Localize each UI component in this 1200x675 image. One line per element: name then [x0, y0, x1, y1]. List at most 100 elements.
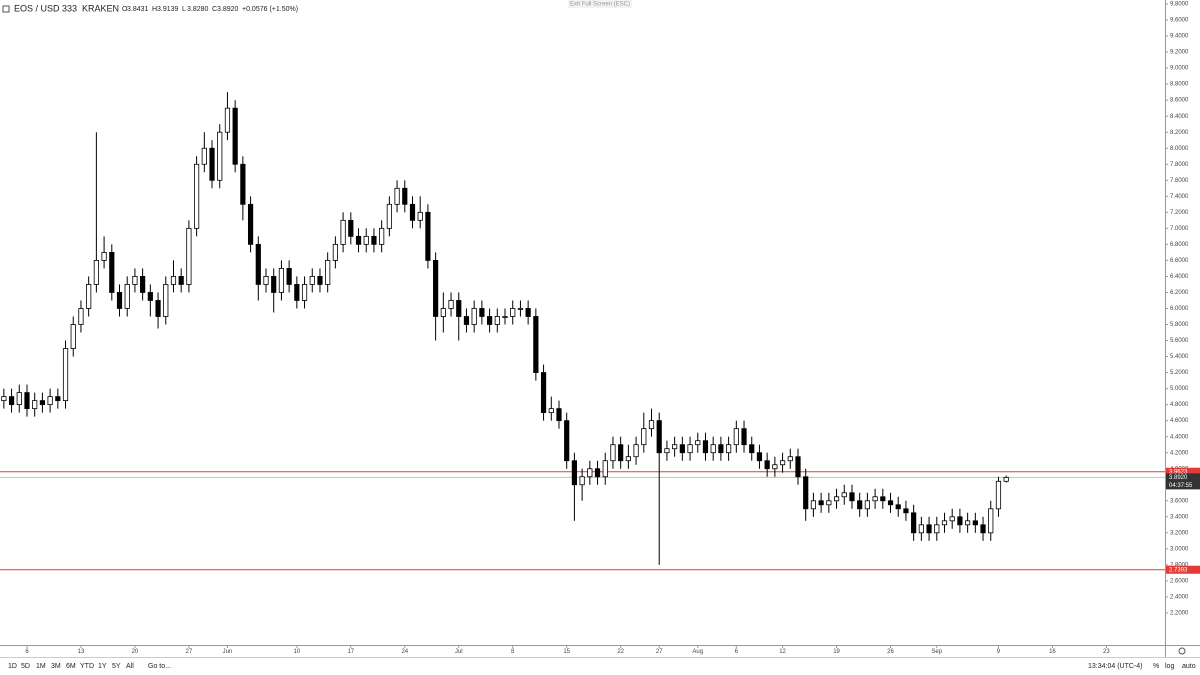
- range-button[interactable]: 1Y: [98, 663, 107, 670]
- candle-body: [433, 260, 439, 317]
- candle-body: [194, 163, 200, 229]
- candle-body: [178, 276, 184, 285]
- candle-body: [255, 243, 261, 285]
- candle-body: [109, 251, 115, 293]
- y-tick-label: 8.8000: [1170, 82, 1189, 88]
- candle-body: [556, 408, 562, 422]
- candle-body: [965, 520, 971, 526]
- log-toggle[interactable]: log: [1165, 663, 1174, 670]
- candle-body: [140, 276, 146, 293]
- y-tick-label: 4.2000: [1170, 450, 1189, 456]
- range-button[interactable]: YTD: [80, 663, 94, 670]
- x-tick-label: 15: [563, 649, 570, 655]
- candle-body: [278, 268, 285, 293]
- candle-body: [394, 187, 400, 205]
- candle-body: [972, 520, 978, 526]
- candle-body: [579, 476, 585, 486]
- candle-body: [664, 448, 670, 454]
- goto-button[interactable]: Go to...: [148, 663, 171, 670]
- candle-body: [980, 524, 986, 534]
- readout-value: 3.8280: [187, 6, 209, 13]
- candle-body: [1003, 476, 1009, 482]
- candle-body: [795, 456, 801, 478]
- candle-body: [86, 284, 92, 309]
- candle-body: [402, 187, 408, 205]
- percent-toggle[interactable]: %: [1153, 663, 1159, 670]
- range-button[interactable]: 1D: [8, 663, 17, 670]
- candle-body: [363, 235, 369, 245]
- y-tick-label: 2.4000: [1170, 595, 1189, 601]
- y-tick-label: 7.8000: [1170, 162, 1189, 168]
- candle-body: [201, 147, 207, 165]
- readout-value: 3.9139: [157, 6, 179, 13]
- x-tick-label: 27: [656, 649, 663, 655]
- candle-body: [463, 316, 470, 325]
- candle-body: [571, 460, 578, 486]
- y-tick-label: 7.4000: [1170, 194, 1189, 200]
- range-button[interactable]: 1M: [36, 663, 46, 670]
- interval[interactable]: 333: [62, 3, 77, 13]
- last-price-label: 3.8920: [1169, 475, 1188, 481]
- x-tick-label: 6: [735, 649, 739, 655]
- candle-body: [247, 203, 254, 245]
- symbol[interactable]: EOS / USD: [14, 3, 60, 13]
- candle-body: [240, 163, 246, 205]
- exchange[interactable]: KRAKEN: [82, 3, 119, 13]
- auto-toggle[interactable]: auto: [1182, 663, 1196, 670]
- candle-body: [787, 456, 793, 462]
- candle-body: [726, 444, 732, 454]
- candle-body: [16, 392, 22, 406]
- y-tick-label: 9.0000: [1170, 66, 1189, 72]
- y-tick-label: 3.0000: [1170, 546, 1189, 552]
- y-tick-label: 7.2000: [1170, 210, 1189, 216]
- readout-value: 3.8920: [217, 6, 239, 13]
- candle-body: [294, 284, 300, 301]
- x-tick-label: 27: [186, 649, 193, 655]
- candle-body: [124, 284, 130, 309]
- candle-body: [911, 512, 917, 534]
- x-tick-label: Sep: [931, 649, 942, 655]
- candle-body: [540, 372, 547, 414]
- candle-body: [479, 308, 485, 317]
- candle-body: [440, 308, 446, 317]
- range-button[interactable]: 5D: [21, 663, 30, 670]
- range-button[interactable]: All: [126, 663, 134, 670]
- y-tick-label: 2.6000: [1170, 578, 1189, 584]
- candle-body: [355, 235, 362, 245]
- y-tick-label: 5.4000: [1170, 354, 1189, 360]
- y-tick-label: 6.6000: [1170, 258, 1189, 264]
- y-tick-label: 9.6000: [1170, 18, 1189, 24]
- candle-body: [417, 211, 423, 221]
- candle-body: [1, 396, 7, 402]
- candle-body: [325, 260, 331, 285]
- y-tick-label: 9.4000: [1170, 34, 1189, 40]
- candle-body: [371, 235, 377, 245]
- candle-body: [833, 496, 840, 502]
- readout-key: H: [152, 6, 157, 13]
- range-button[interactable]: 5Y: [112, 663, 121, 670]
- candle-body: [818, 500, 824, 506]
- candle-body: [8, 396, 15, 406]
- candle-body: [309, 276, 315, 285]
- range-button[interactable]: 3M: [51, 663, 61, 670]
- candle-body: [155, 300, 161, 317]
- candle-body: [648, 420, 655, 430]
- candle-body: [995, 480, 1002, 510]
- candle-body: [517, 308, 524, 310]
- range-button[interactable]: 6M: [66, 663, 76, 670]
- candle-body: [610, 444, 616, 462]
- candle-body: [903, 508, 909, 514]
- candle-body: [301, 284, 308, 301]
- y-tick-label: 5.6000: [1170, 338, 1189, 344]
- banner[interactable]: Exit Full Screen (ESC): [570, 2, 630, 8]
- y-tick-label: 4.4000: [1170, 434, 1189, 440]
- level-label: 2.7393: [1169, 567, 1188, 573]
- candle-body: [849, 492, 855, 502]
- candle-body: [872, 496, 878, 502]
- readout-key: L: [182, 6, 186, 13]
- y-tick-label: 9.2000: [1170, 50, 1189, 56]
- candle-body: [456, 300, 462, 317]
- settings-icon[interactable]: [1178, 647, 1186, 655]
- x-tick-label: 23: [1103, 649, 1110, 655]
